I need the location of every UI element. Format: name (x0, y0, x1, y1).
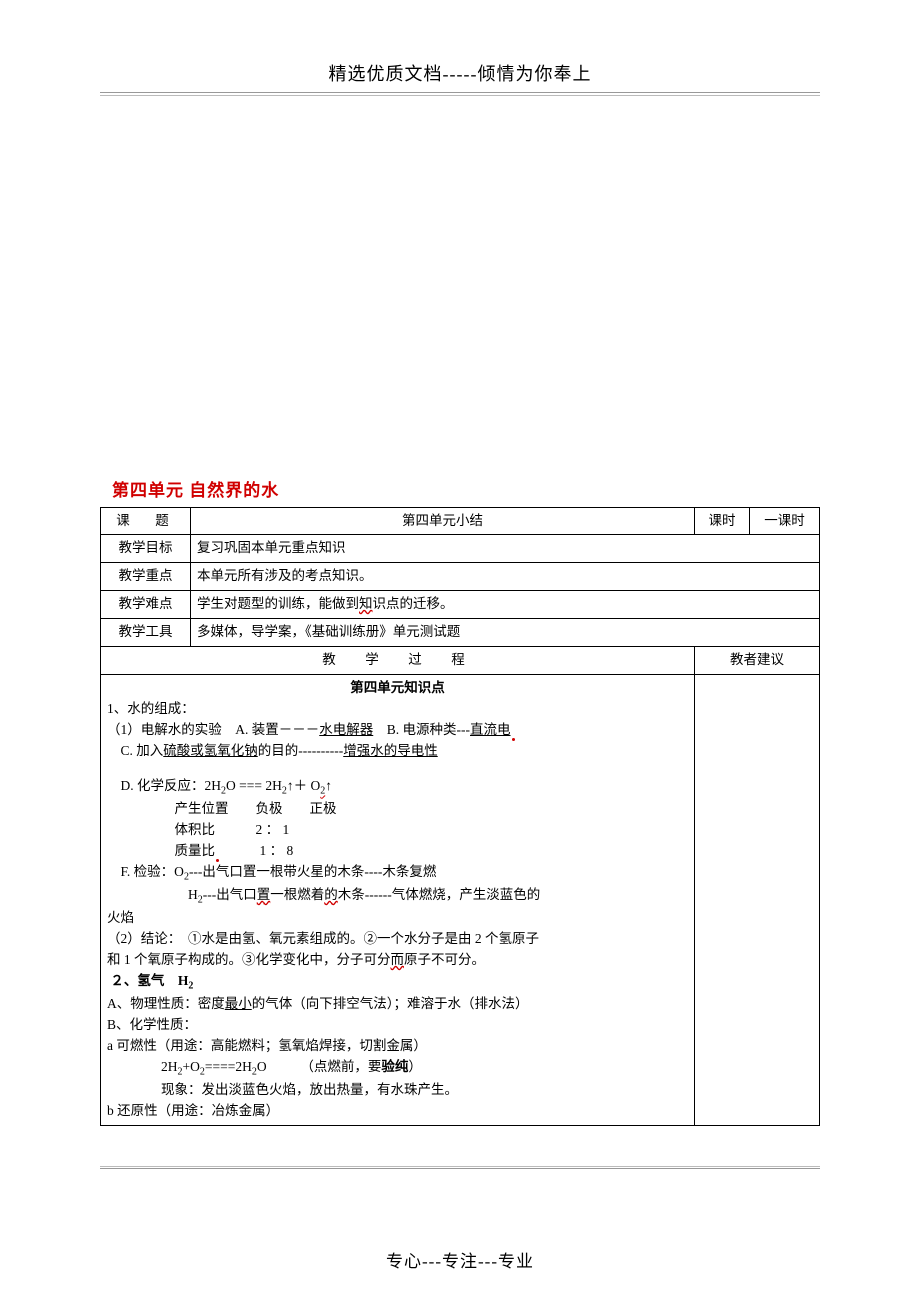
header-rule-thick (100, 92, 820, 93)
s1-f2: H2---出气口置一根燃着的木条------气体燃烧，产生淡蓝色的 (107, 885, 688, 908)
page-footer: 专心---专注---专业 (0, 1247, 920, 1272)
s2-b1: a 可燃性（用途：高能燃料；氢氧焰焊接，切割金属） (107, 1036, 688, 1057)
text: 的气体（向下排空气法）；难溶于水（排水法） (252, 996, 529, 1011)
s1-d3: 体积比 2 ： 1 (107, 820, 688, 841)
value-keypoint: 本单元所有涉及的考点知识。 (191, 563, 820, 591)
value-difficulty: 学生对题型的训练，能做到知识点的迁移。 (191, 591, 820, 619)
label-process: 教 学 过 程 (101, 647, 695, 675)
text: 的目的---------- (258, 743, 343, 758)
table-row-content: 第四单元知识点 1、水的组成： （1）电解水的实验 A. 装置－－－水电解器 B… (101, 675, 820, 1126)
table-row: 课 题 第四单元小结 课时 一课时 (101, 507, 820, 535)
value-tools: 多媒体，导学案，《基础训练册》单元测试题 (191, 619, 820, 647)
s1-d: D. 化学反应：2H2O === 2H2↑＋ O2↑ (107, 776, 688, 799)
header-rule-thin (100, 95, 820, 96)
text-bold: 验纯 (381, 1059, 408, 1074)
label-tools: 教学工具 (101, 619, 191, 647)
table-row: 教学难点 学生对题型的训练，能做到知识点的迁移。 (101, 591, 820, 619)
s2-b2: 2H2+O2====2H2O （点燃前，要验纯） (107, 1057, 688, 1080)
footer-rule-thick (100, 1168, 820, 1169)
s1-c1: （2）结论： ①水是由氢、氧元素组成的。②一个水分子是由 2 个氢原子 (107, 929, 688, 950)
text: ） (408, 1059, 422, 1074)
s1-line2: C. 加入硫酸或氢氧化钠的目的----------增强水的导电性 (107, 741, 688, 762)
label-keypoint: 教学重点 (101, 563, 191, 591)
s1-d4: 质量比 1 ： 8 (107, 841, 688, 862)
table-row: 教学重点 本单元所有涉及的考点知识。 (101, 563, 820, 591)
content-section-title: 第四单元知识点 (107, 678, 688, 699)
s1-title: 1、水的组成： (107, 699, 688, 720)
label-goal: 教学目标 (101, 535, 191, 563)
s1-f3: 火焰 (107, 908, 688, 929)
label-suggestion: 教者建议 (695, 647, 820, 675)
footer-rule-thin (100, 1166, 820, 1167)
value-period: 一课时 (750, 507, 820, 535)
table-row: 教学目标 复习巩固本单元重点知识 (101, 535, 820, 563)
table-row: 教 学 过 程 教者建议 (101, 647, 820, 675)
s2-b: B、化学性质： (107, 1015, 688, 1036)
text: C. 加入 (121, 743, 164, 758)
s2-b3: 现象：发出淡蓝色火焰，放出热量，有水珠产生。 (107, 1080, 688, 1101)
s1-line1: （1）电解水的实验 A. 装置－－－水电解器 B. 电源种类---直流电 (107, 720, 688, 741)
text-underline: 硫酸或氢氧化钠 (163, 743, 258, 758)
text: B. 电源种类--- (373, 722, 470, 737)
text-underline: 增强水的导电性 (343, 743, 438, 758)
text: A、物理性质：密度 (107, 996, 225, 1011)
table-row: 教学工具 多媒体，导学案，《基础训练册》单元测试题 (101, 619, 820, 647)
value-topic: 第四单元小结 (191, 507, 695, 535)
text: （1）电解水的实验 A. 装置－－－ (107, 722, 319, 737)
s1-c2: 和 1 个氧原子构成的。③化学变化中，分子可分而原子不可分。 (107, 950, 688, 971)
label-topic: 课 题 (101, 507, 191, 535)
label-difficulty: 教学难点 (101, 591, 191, 619)
s2-title: ２、氢气 H2 (107, 971, 688, 994)
s1-f1: F. 检验：O2---出气口置一根带火星的木条----木条复燃 (107, 862, 688, 885)
content-cell: 第四单元知识点 1、水的组成： （1）电解水的实验 A. 装置－－－水电解器 B… (101, 675, 695, 1126)
dot-icon (512, 738, 515, 741)
suggestion-cell (695, 675, 820, 1126)
unit-title: 第四单元 自然界的水 (112, 476, 820, 501)
s2-b4: b 还原性（用途：冶炼金属） (107, 1101, 688, 1122)
spacer (107, 762, 688, 776)
text-underline: 水电解器 (319, 722, 373, 737)
text-underline: 直流电 (470, 722, 511, 737)
s2-a: A、物理性质：密度最小的气体（向下排空气法）；难溶于水（排水法） (107, 994, 688, 1015)
page-header: 精选优质文档-----倾情为你奉上 (100, 60, 820, 86)
value-goal: 复习巩固本单元重点知识 (191, 535, 820, 563)
lesson-table: 课 题 第四单元小结 课时 一课时 教学目标 复习巩固本单元重点知识 教学重点 … (100, 507, 820, 1126)
text-underline: 最小 (225, 996, 252, 1011)
s1-d2: 产生位置 负极 正极 (107, 799, 688, 820)
label-period: 课时 (695, 507, 750, 535)
